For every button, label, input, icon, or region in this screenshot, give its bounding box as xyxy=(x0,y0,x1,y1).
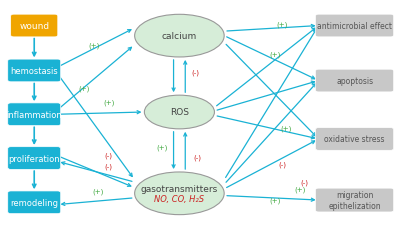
Text: gasotransmitters: gasotransmitters xyxy=(141,184,218,193)
Text: (+): (+) xyxy=(92,188,103,194)
Text: (+): (+) xyxy=(277,21,288,27)
Text: apoptosis: apoptosis xyxy=(336,77,373,86)
Text: antimicrobial effect: antimicrobial effect xyxy=(317,22,392,31)
FancyBboxPatch shape xyxy=(8,104,61,126)
Text: proliferation: proliferation xyxy=(8,154,60,163)
Text: inflammation: inflammation xyxy=(6,110,62,119)
Text: migration
epithelization: migration epithelization xyxy=(328,191,381,210)
Text: (-): (-) xyxy=(191,69,199,75)
Text: (+): (+) xyxy=(103,99,115,106)
Text: (-): (-) xyxy=(193,154,201,161)
Text: (+): (+) xyxy=(88,42,99,49)
Text: (-): (-) xyxy=(300,179,308,185)
Ellipse shape xyxy=(135,15,224,58)
Text: (+): (+) xyxy=(269,51,280,58)
FancyBboxPatch shape xyxy=(8,147,61,170)
Text: (+): (+) xyxy=(269,196,280,203)
Text: (-): (-) xyxy=(279,161,287,167)
FancyBboxPatch shape xyxy=(316,188,394,212)
Text: (+): (+) xyxy=(78,85,90,91)
Text: (-): (-) xyxy=(104,163,112,169)
FancyBboxPatch shape xyxy=(316,128,394,151)
Ellipse shape xyxy=(135,172,224,215)
Text: (+): (+) xyxy=(156,144,168,151)
FancyBboxPatch shape xyxy=(8,191,61,214)
Ellipse shape xyxy=(144,96,215,129)
Text: NO, CO, H₂S: NO, CO, H₂S xyxy=(154,194,205,203)
Text: (-): (-) xyxy=(104,152,112,158)
Text: oxidative stress: oxidative stress xyxy=(324,135,385,144)
Text: (+): (+) xyxy=(280,125,292,131)
FancyBboxPatch shape xyxy=(316,70,394,92)
Text: ROS: ROS xyxy=(170,108,189,117)
FancyBboxPatch shape xyxy=(316,15,394,38)
Text: calcium: calcium xyxy=(162,32,197,41)
Text: wound: wound xyxy=(19,22,49,31)
Text: remodeling: remodeling xyxy=(10,198,58,207)
FancyBboxPatch shape xyxy=(11,15,58,38)
FancyBboxPatch shape xyxy=(8,60,61,82)
Text: hemostasis: hemostasis xyxy=(10,67,58,76)
Text: (+): (+) xyxy=(294,185,306,192)
